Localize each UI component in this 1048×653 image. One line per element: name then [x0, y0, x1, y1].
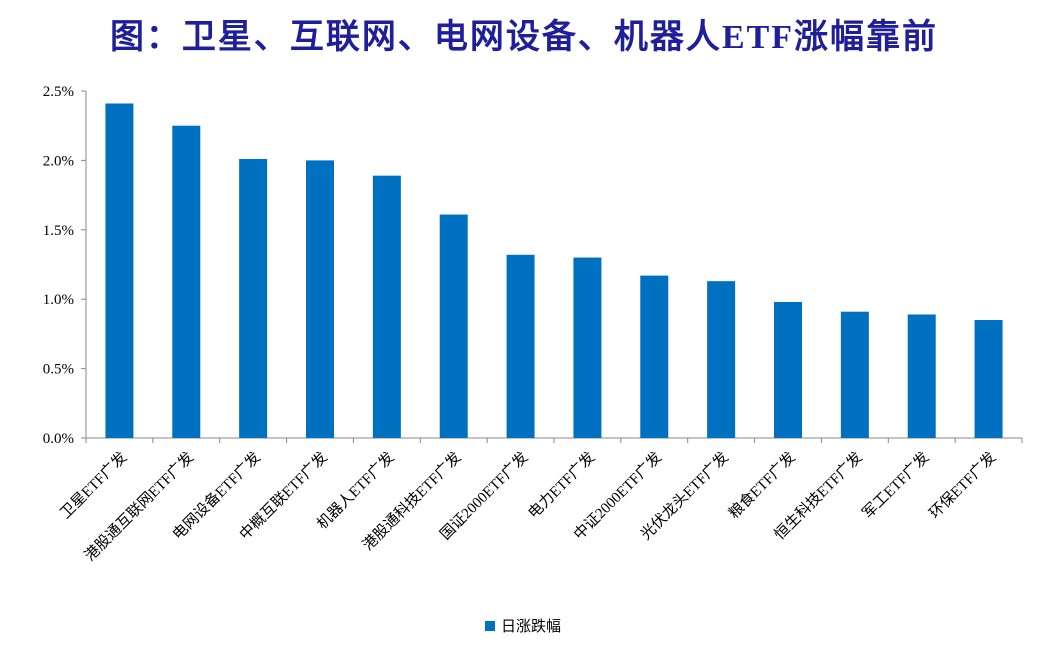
y-tick-label: 2.0% [43, 153, 74, 169]
chart-title: 图：卫星、互联网、电网设备、机器人ETF涨幅靠前 [110, 18, 938, 56]
x-tick-label: 港股通互联网ETF广发 [81, 449, 197, 565]
x-tick-label: 粮食ETF广发 [726, 449, 799, 522]
x-tick-label: 环保ETF广发 [926, 449, 999, 522]
bar [840, 311, 869, 438]
legend-label: 日涨跌幅 [501, 618, 561, 635]
bar [506, 254, 535, 438]
bar [105, 103, 134, 438]
bar [239, 159, 268, 438]
y-tick-label: 1.0% [43, 292, 74, 308]
bar [640, 275, 669, 438]
bar [573, 257, 602, 438]
y-tick-label: 0.0% [43, 431, 74, 447]
bar [439, 214, 468, 438]
x-tick-label: 卫星ETF广发 [57, 449, 130, 522]
y-tick-label: 1.5% [43, 223, 74, 239]
x-tick-label: 军工ETF广发 [859, 449, 932, 522]
bar [774, 301, 802, 438]
y-tick-label: 2.5% [43, 84, 74, 100]
bar [907, 314, 936, 438]
y-tick-label: 0.5% [43, 362, 74, 378]
legend-swatch [485, 621, 495, 631]
bar [707, 281, 736, 438]
bar [974, 320, 1003, 438]
bar [172, 125, 201, 438]
bar [372, 175, 401, 438]
x-tick-label: 电力ETF广发 [525, 449, 598, 522]
bar [306, 160, 334, 438]
